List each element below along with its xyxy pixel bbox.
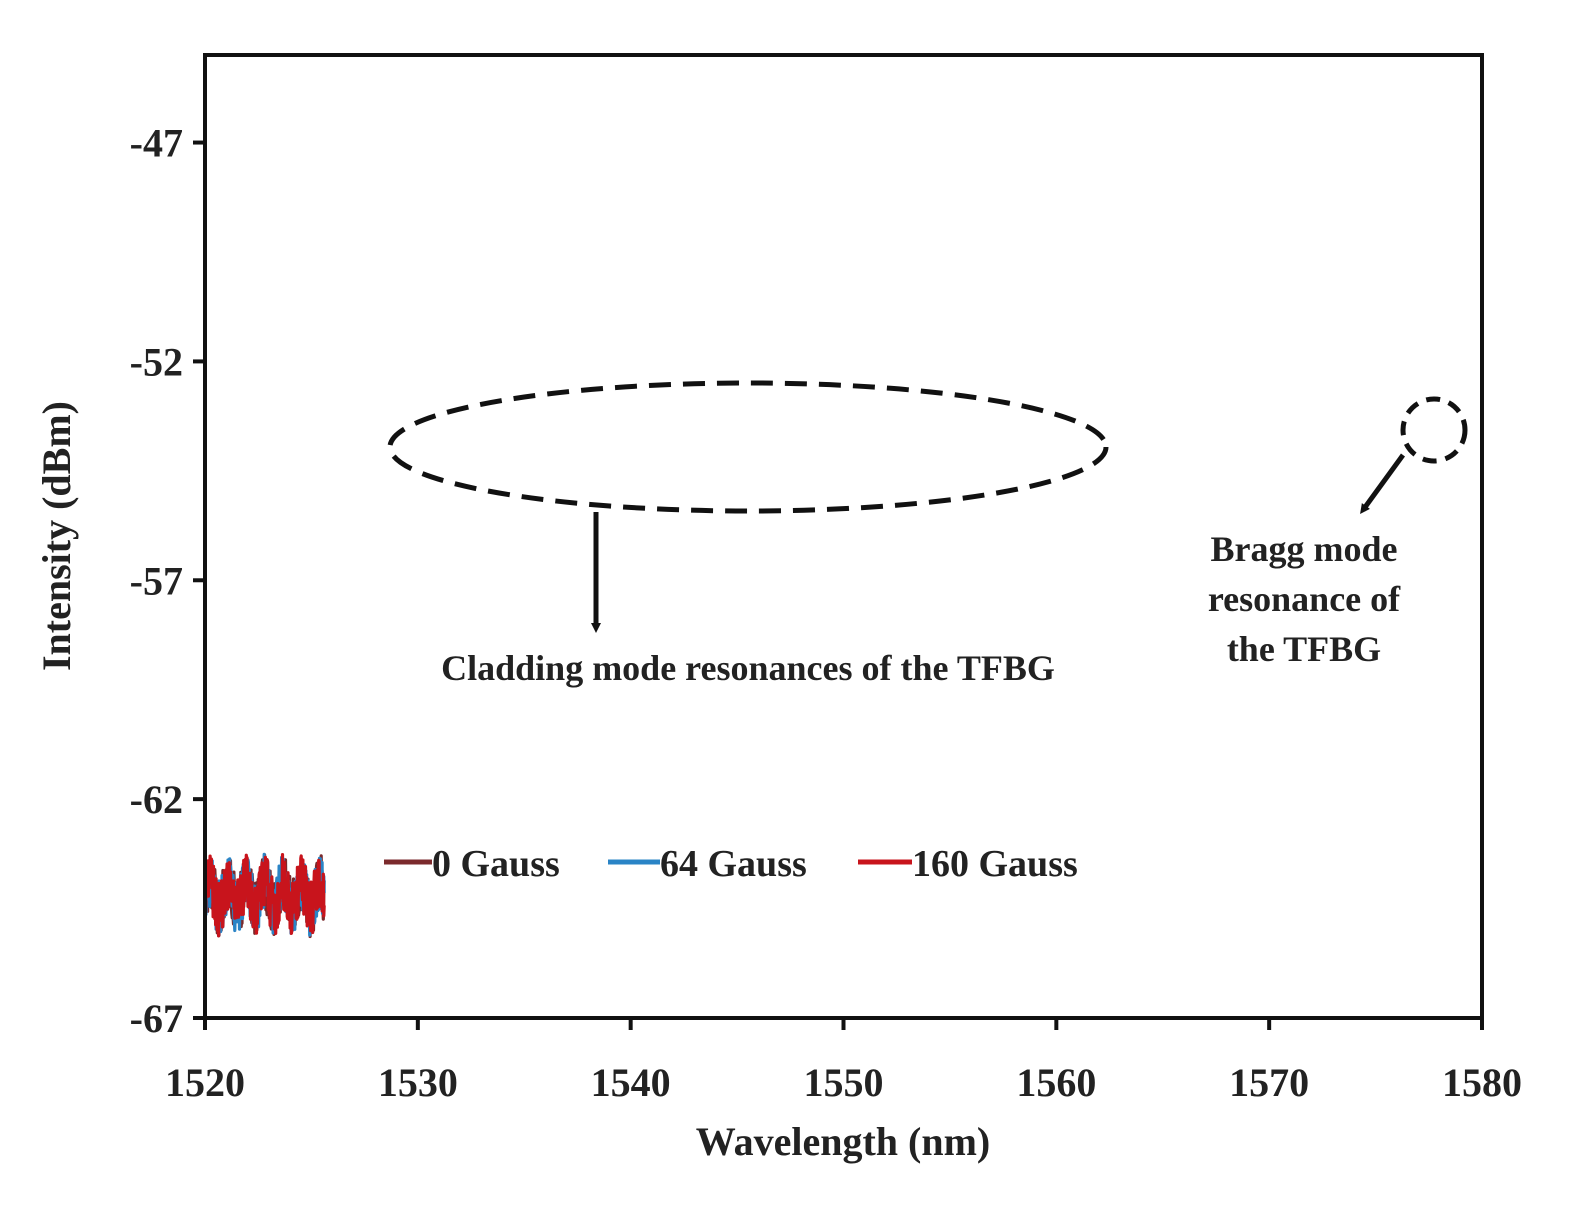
x-tick-label: 1520 bbox=[165, 1060, 245, 1105]
y-tick-label: -52 bbox=[130, 339, 183, 384]
legend: 0 Gauss 64 Gauss 160 Gauss bbox=[384, 843, 1078, 885]
cladding-mode-label: Cladding mode resonances of the TFBG bbox=[441, 648, 1055, 688]
x-tick-label: 1530 bbox=[378, 1060, 458, 1105]
legend-label-1: 64 Gauss bbox=[660, 843, 807, 885]
series-line-2 bbox=[205, 853, 326, 938]
bragg-mode-circle bbox=[1400, 396, 1468, 464]
series-layer bbox=[205, 852, 326, 939]
tick-layer: 1520 1530 1540 1550 1560 1570 1580 -47 -52 -57 -62… bbox=[130, 121, 1522, 1105]
y-tick-label: -62 bbox=[130, 777, 183, 822]
x-axis-title: Wavelength (nm) bbox=[696, 1119, 990, 1164]
x-tick-label: 1540 bbox=[591, 1060, 671, 1105]
x-tick-label: 1570 bbox=[1229, 1060, 1309, 1105]
legend-label-0: 0 Gauss bbox=[432, 843, 560, 885]
cladding-mode-ellipse bbox=[387, 380, 1109, 514]
bragg-mode-label-line-1: Bragg mode bbox=[1211, 529, 1398, 569]
x-tick-label: 1580 bbox=[1442, 1060, 1522, 1105]
y-tick-label: -57 bbox=[130, 558, 183, 603]
y-tick-label: -47 bbox=[130, 121, 183, 166]
legend-label-2: 160 Gauss bbox=[912, 843, 1078, 885]
x-tick-label: 1560 bbox=[1016, 1060, 1096, 1105]
bragg-mode-arrow bbox=[1360, 453, 1406, 515]
bragg-mode-label-line-2: resonance of bbox=[1208, 579, 1401, 619]
bragg-mode-label-line-3: the TFBG bbox=[1227, 629, 1381, 669]
y-tick-label: -67 bbox=[130, 996, 183, 1041]
y-axis-title: Intensity (dBm) bbox=[34, 401, 79, 671]
x-tick-label: 1550 bbox=[804, 1060, 884, 1105]
